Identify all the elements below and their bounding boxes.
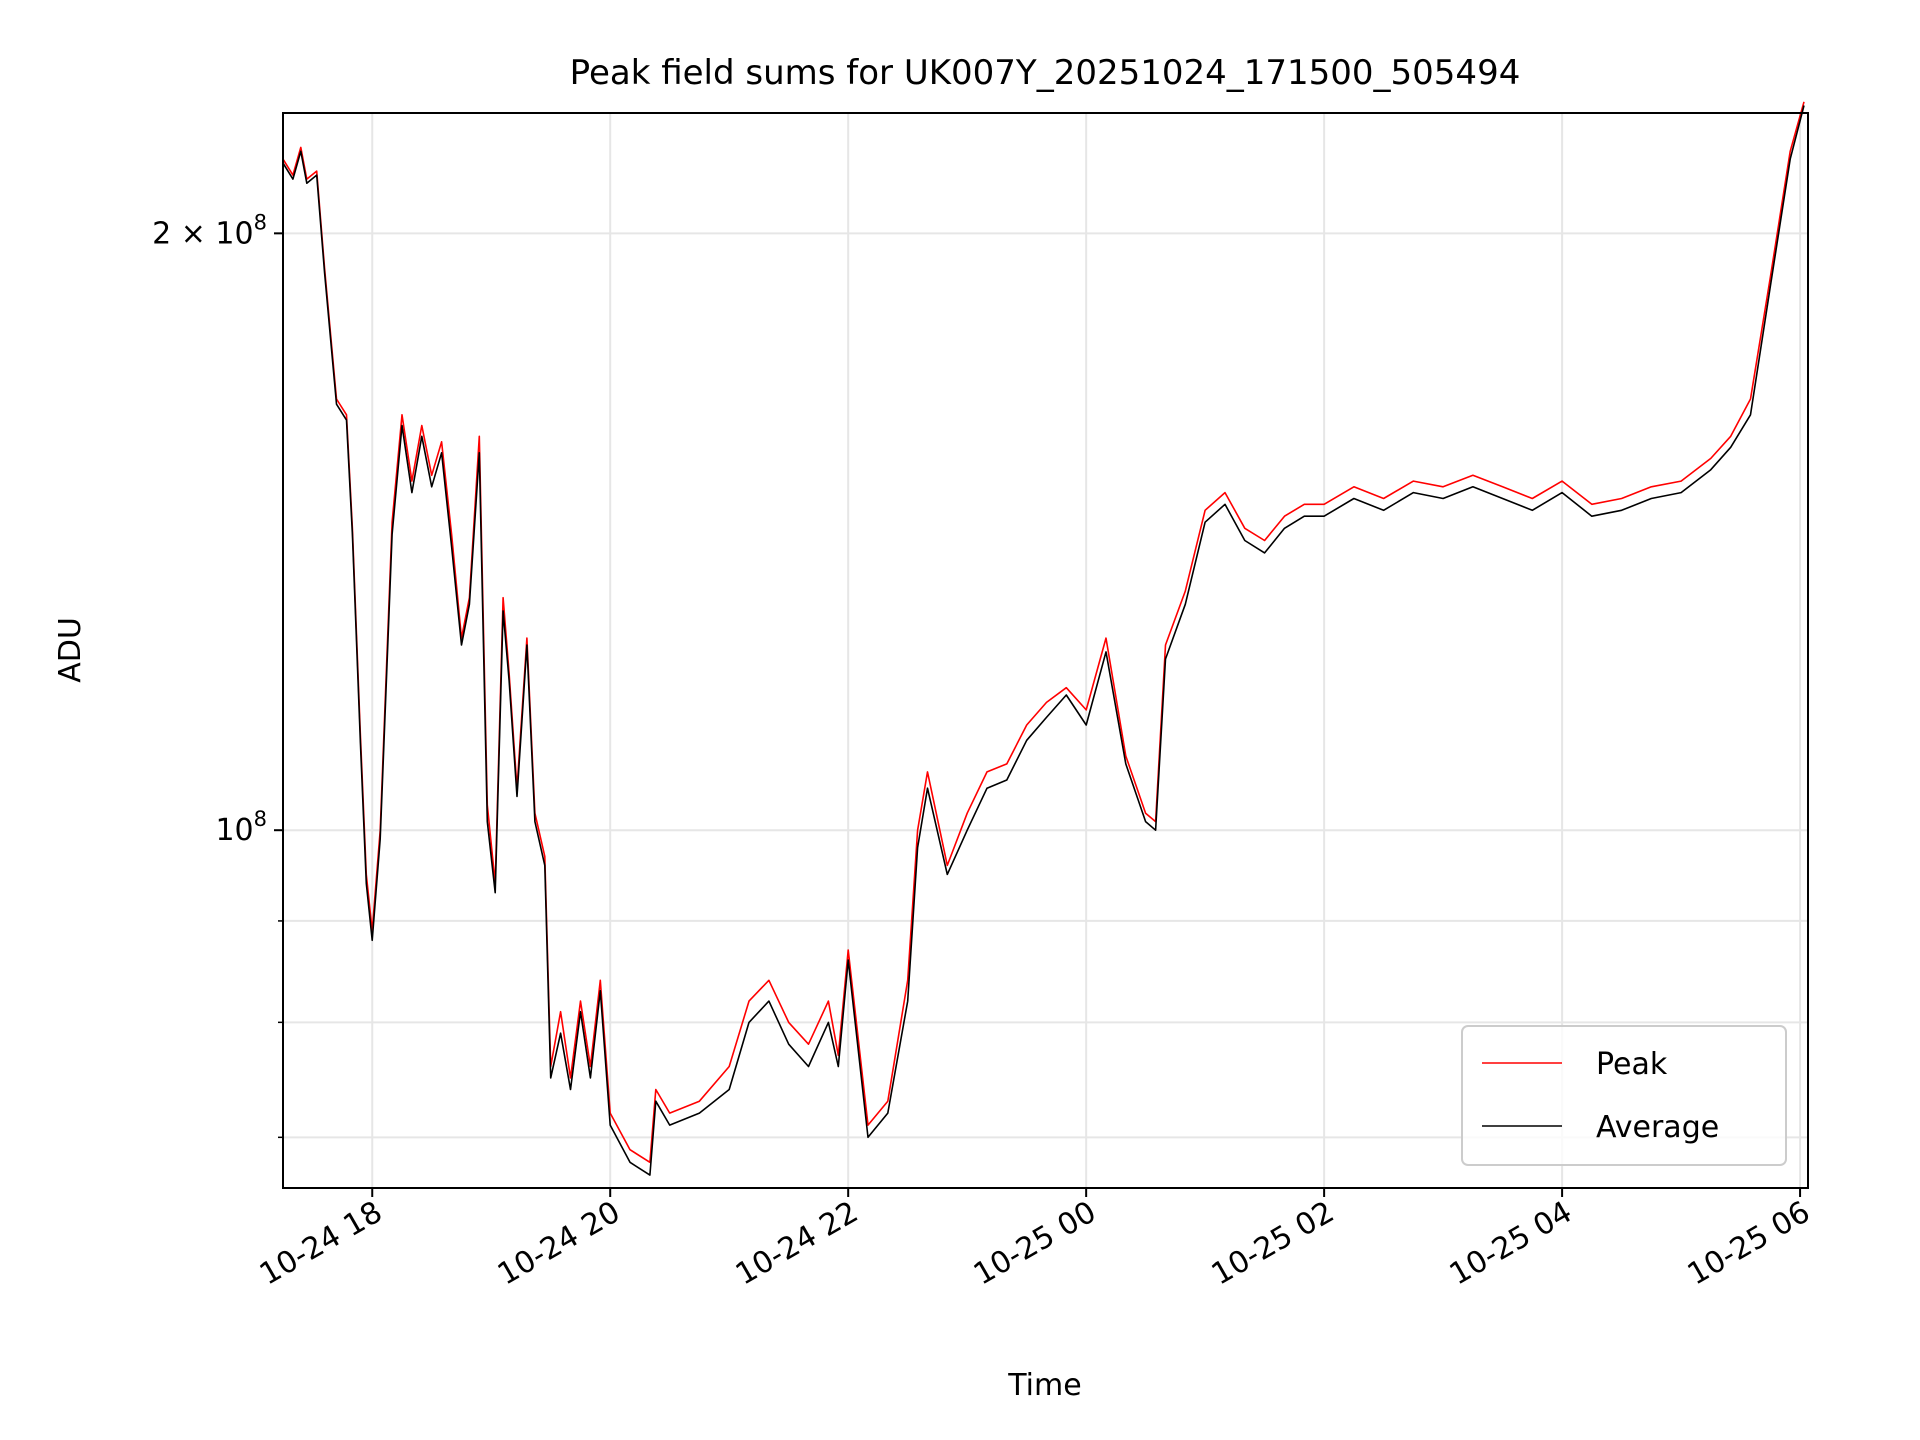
series-line-peak	[282, 101, 1805, 1164]
y-tick-label: 108	[215, 807, 267, 848]
y-tick-base: 10	[215, 813, 253, 848]
plot-area	[282, 101, 1805, 1176]
y-tick-exponent: 8	[254, 210, 267, 234]
axes-frame	[282, 112, 1809, 1189]
y-tick-exponent: 8	[254, 807, 267, 831]
legend: Peak Average	[1461, 1025, 1787, 1166]
y-tick-base: 2 × 10	[152, 216, 253, 251]
legend-peak-label: Peak	[1596, 1047, 1668, 1082]
legend-box	[1461, 1025, 1787, 1166]
x-axis-label: Time	[1007, 1368, 1081, 1403]
series-line-average	[282, 105, 1805, 1176]
y-tick-label: 2 × 108	[152, 210, 267, 251]
legend-average-label: Average	[1596, 1110, 1719, 1145]
chart-title: Peak field sums for UK007Y_20251024_1715…	[570, 53, 1521, 93]
y-axis-label: ADU	[53, 617, 88, 683]
